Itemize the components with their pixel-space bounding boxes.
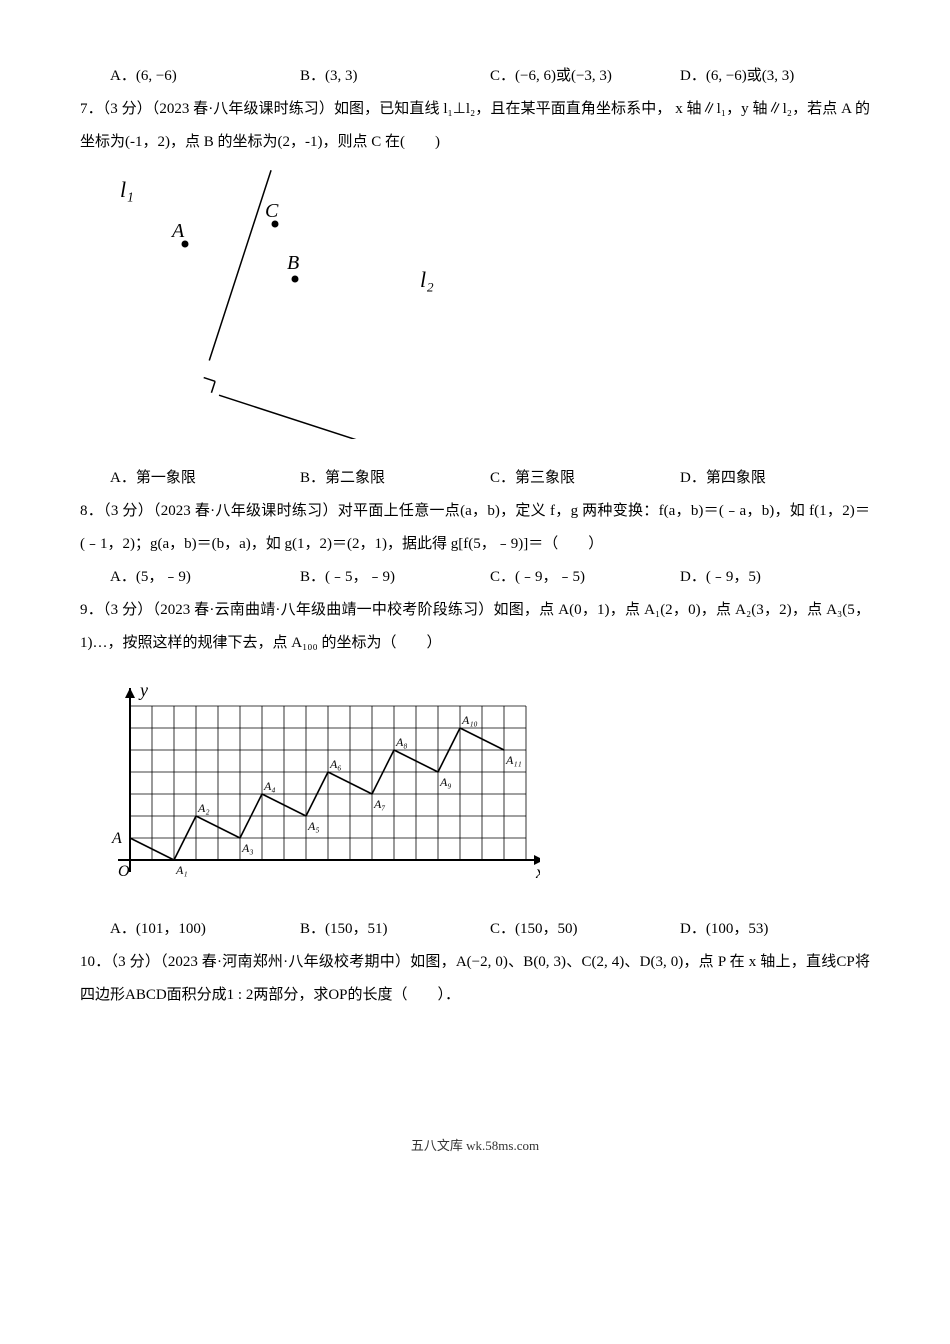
- svg-text:O: O: [118, 863, 130, 880]
- q9-option-b: B．(150，51): [300, 913, 490, 946]
- svg-text:l₁: l₁: [120, 177, 134, 202]
- q9-option-c: C．(150，50): [490, 913, 680, 946]
- svg-text:A₅: A₅: [307, 819, 320, 833]
- q8-options: A．(5，﹣9) B．(﹣5，﹣9) C．(﹣9，﹣5) D．(﹣9，5): [80, 561, 870, 594]
- svg-text:A₃: A₃: [241, 841, 254, 855]
- svg-text:A₁₁: A₁₁: [505, 753, 522, 767]
- svg-text:A₆: A₆: [329, 757, 342, 771]
- svg-text:x: x: [535, 862, 540, 882]
- q7-option-c: C．第三象限: [490, 462, 680, 495]
- q8-text: 8．（3 分）（2023 春·八年级课时练习）对平面上任意一点(a，b)，定义 …: [80, 495, 870, 561]
- q8-option-b: B．(﹣5，﹣9): [300, 561, 490, 594]
- q7-option-a: A．第一象限: [110, 462, 300, 495]
- q7-option-d: D．第四象限: [680, 462, 870, 495]
- svg-text:A₉: A₉: [439, 775, 452, 789]
- svg-text:A₁: A₁: [175, 863, 188, 877]
- svg-text:A: A: [170, 220, 185, 242]
- q8-option-d: D．(﹣9，5): [680, 561, 870, 594]
- svg-text:l₂: l₂: [420, 267, 434, 292]
- q9-option-a: A．(101，100): [110, 913, 300, 946]
- q8-option-c: C．(﹣9，﹣5): [490, 561, 680, 594]
- q6-option-a: A．(6, −6): [110, 60, 300, 93]
- q6-option-c: C．(−6, 6)或(−3, 3): [490, 60, 680, 93]
- q9-option-d: D．(100，53): [680, 913, 870, 946]
- q7-option-b: B．第二象限: [300, 462, 490, 495]
- svg-text:A: A: [111, 830, 122, 847]
- svg-text:B: B: [287, 252, 299, 274]
- svg-text:A₈: A₈: [395, 735, 408, 749]
- svg-text:C: C: [265, 200, 279, 222]
- svg-text:A₇: A₇: [373, 797, 386, 811]
- q10-text: 10．（3 分）（2023 春·河南郑州·八年级校考期中）如图，A(−2, 0)…: [80, 946, 870, 1012]
- q7-text: 7．（3 分）（2023 春·八年级课时练习）如图，已知直线 l₁⊥l₂，且在某…: [80, 93, 870, 159]
- q7-options: A．第一象限 B．第二象限 C．第三象限 D．第四象限: [80, 462, 870, 495]
- svg-text:y: y: [138, 680, 148, 700]
- q6-option-d: D．(6, −6)或(3, 3): [680, 60, 870, 93]
- q9-text: 9．（3 分）（2023 春·云南曲靖·八年级曲靖一中校考阶段练习）如图，点 A…: [80, 594, 870, 660]
- q9-options: A．(101，100) B．(150，51) C．(150，50) D．(100…: [80, 913, 870, 946]
- svg-text:A₂: A₂: [197, 801, 210, 815]
- svg-text:A₁₀: A₁₀: [461, 713, 478, 727]
- page-footer: 五八文库 wk.58ms.com: [80, 1132, 870, 1161]
- svg-text:A₄: A₄: [263, 779, 276, 793]
- q6-options: A．(6, −6) B．(3, 3) C．(−6, 6)或(−3, 3) D．(…: [80, 60, 870, 93]
- q6-option-b: B．(3, 3): [300, 60, 490, 93]
- q9-figure: Ox y A A₁ A₂ A₃ A₄ A₅ A₆ A₇ A₈ A₉ A₁₀ A₁₁: [100, 670, 870, 903]
- q8-option-a: A．(5，﹣9): [110, 561, 300, 594]
- q7-figure: A B Cl₁ l₂: [100, 169, 870, 452]
